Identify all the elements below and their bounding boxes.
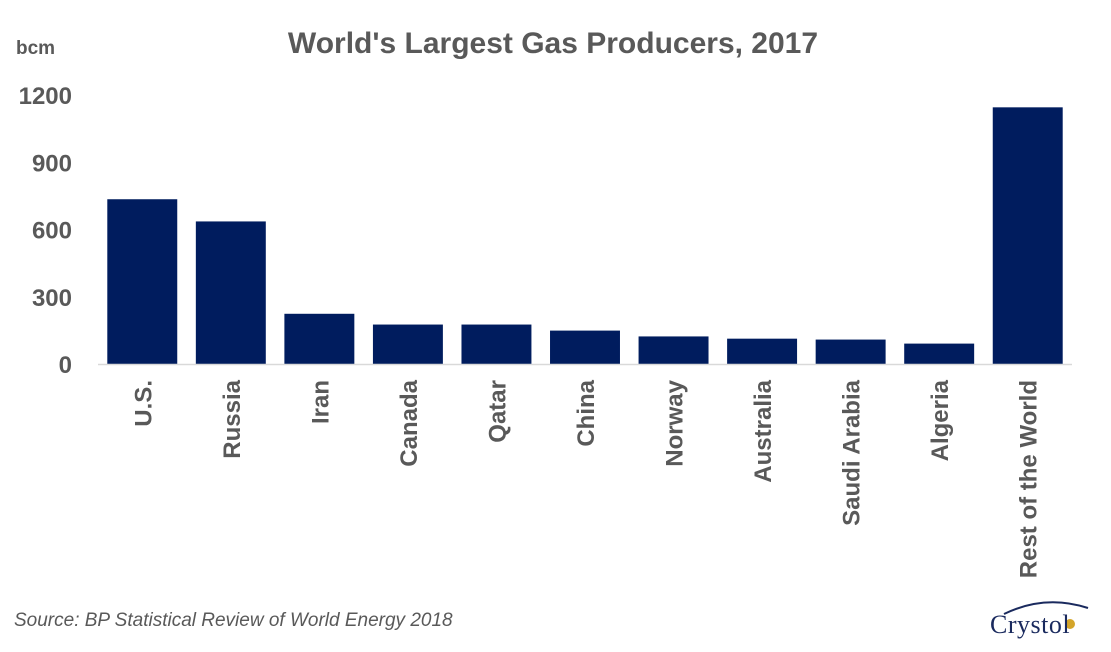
x-tick-label: Norway bbox=[662, 379, 689, 466]
logo-swoosh-icon bbox=[1003, 601, 1089, 629]
source-note: Source: BP Statistical Review of World E… bbox=[14, 610, 453, 631]
bar bbox=[904, 343, 975, 364]
y-tick-label: 600 bbox=[32, 218, 72, 245]
x-tick-label: Iran bbox=[307, 380, 334, 424]
bar bbox=[195, 221, 266, 364]
bars bbox=[107, 107, 1063, 365]
bar bbox=[461, 324, 532, 364]
bar bbox=[284, 313, 355, 364]
crystol-logo: Crystol bbox=[990, 596, 1100, 646]
x-tick-label: Rest of the World bbox=[1016, 380, 1043, 578]
y-tick-label: 1200 bbox=[19, 83, 72, 110]
y-axis-unit-label: bcm bbox=[16, 38, 55, 59]
y-axis-ticks: 0 300 600 900 1200 bbox=[19, 83, 72, 379]
x-tick-label: Canada bbox=[396, 379, 423, 466]
y-tick-label: 900 bbox=[32, 150, 72, 177]
bar bbox=[815, 339, 886, 364]
x-tick-label: China bbox=[573, 379, 600, 446]
bar bbox=[727, 338, 798, 364]
bar bbox=[107, 199, 178, 364]
x-tick-label: Saudi Arabia bbox=[839, 379, 866, 525]
y-tick-label: 0 bbox=[59, 352, 72, 379]
x-tick-label: Russia bbox=[219, 379, 246, 458]
x-tick-label: Algeria bbox=[927, 379, 954, 461]
logo-text: Crystol bbox=[990, 610, 1071, 639]
x-tick-label: Australia bbox=[750, 379, 777, 482]
x-tick-label: U.S. bbox=[130, 380, 157, 427]
x-tick-label: Qatar bbox=[484, 380, 511, 443]
bar bbox=[992, 107, 1063, 365]
bar bbox=[550, 330, 620, 364]
chart-title: World's Largest Gas Producers, 2017 bbox=[288, 27, 818, 60]
bar bbox=[638, 336, 709, 364]
bar bbox=[372, 324, 443, 364]
x-axis-categories: U.S. Russia Iran Canada Qatar China Norway Aust… bbox=[130, 379, 1042, 578]
y-tick-label: 300 bbox=[32, 285, 72, 312]
